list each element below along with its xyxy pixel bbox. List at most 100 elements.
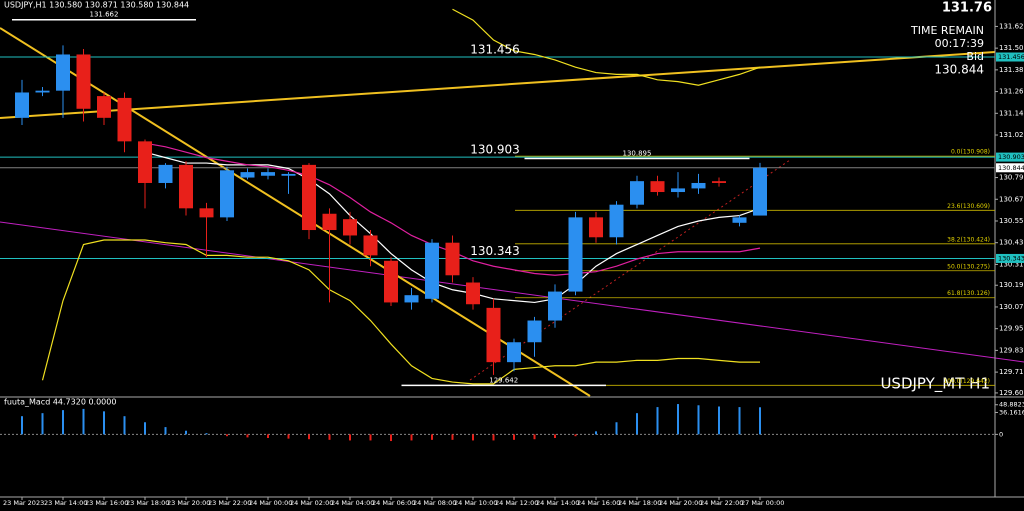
x-tick-label: 24 Mar 18:00: [618, 499, 661, 507]
candle-body: [179, 164, 193, 209]
candle-body: [445, 242, 460, 276]
y-tick-label: 131.265: [999, 88, 1024, 96]
candle-body: [363, 235, 378, 256]
fib-label: 38.2(130.424): [947, 236, 990, 243]
candle-body: [76, 54, 91, 109]
candle-body: [425, 242, 439, 299]
candle-body: [732, 217, 747, 223]
y-tick-label: 129.955: [999, 325, 1024, 333]
x-tick-label: 24 Mar 14:00: [536, 499, 579, 507]
macd-title: fuuta_Macd 44.7320 0.0000: [4, 398, 116, 407]
price-line-label: 131.456: [470, 43, 520, 57]
chart-title: USDJPY,H1 130.580 130.871 130.580 130.84…: [4, 1, 189, 10]
fib-label: 23.6(130.609): [947, 203, 990, 210]
candle-body: [384, 260, 398, 303]
x-tick-label: 24 Mar 22:00: [700, 499, 743, 507]
x-tick-label: 24 Mar 00:00: [249, 499, 292, 507]
price-box-label: 130.903: [998, 153, 1024, 161]
price-line-label: 130.343: [470, 244, 520, 258]
y-tick-label: 130.310: [999, 260, 1024, 268]
indicator-line: [41, 239, 760, 385]
time-remain: 00:17:39: [935, 37, 984, 50]
candle-body: [753, 167, 767, 216]
candle-body: [302, 164, 316, 231]
y-tick-label: 130.550: [999, 217, 1024, 225]
y-tick-label: 131.145: [999, 109, 1024, 117]
price-box-label: 130.343: [998, 254, 1024, 262]
candle-body: [343, 219, 357, 236]
candle-body: [138, 141, 152, 183]
y-tick-label: 130.430: [999, 239, 1024, 247]
x-tick-label: 24 Mar 06:00: [372, 499, 415, 507]
candle-body: [56, 54, 70, 91]
x-tick-label: 23 Mar 18:00: [126, 499, 169, 507]
macd-tick-label: 48.8823: [999, 401, 1024, 409]
price-box: [996, 253, 1024, 263]
candle-body: [589, 217, 603, 238]
candle-body: [630, 181, 644, 205]
y-tick-label: 129.600: [999, 389, 1024, 397]
y-tick-label: 130.790: [999, 174, 1024, 182]
candle-body: [261, 172, 275, 176]
high-price: 131.76: [942, 1, 992, 16]
y-tick-label: 131.505: [999, 44, 1024, 52]
y-tick-label: 131.385: [999, 66, 1024, 74]
price-box: [996, 152, 1024, 162]
candle-body: [404, 295, 419, 303]
x-tick-label: 23 Mar 16:00: [85, 499, 128, 507]
y-tick-label: 129.715: [999, 368, 1024, 376]
candle-body: [548, 291, 562, 321]
y-tick-label: 130.075: [999, 303, 1024, 311]
candle-body: [322, 213, 337, 231]
marked-level-label: 131.662: [90, 11, 119, 19]
macd-tick-label: 36.1616: [999, 408, 1024, 416]
candle-body: [281, 173, 296, 176]
bid-value: 130.844: [934, 63, 984, 77]
candle-body: [117, 97, 132, 142]
y-tick-label: 129.835: [999, 346, 1024, 354]
candle-body: [568, 217, 583, 292]
x-tick-label: 24 Mar 16:00: [577, 499, 620, 507]
x-tick-label: 27 Mar 00:00: [741, 499, 784, 507]
candle-body: [671, 188, 685, 193]
trendline: [0, 51, 996, 119]
y-tick-label: 130.670: [999, 195, 1024, 203]
marked-level-label: 130.895: [623, 150, 652, 158]
candle-body: [35, 90, 50, 93]
x-tick-label: 24 Mar 08:00: [413, 499, 456, 507]
candle-body: [220, 170, 234, 218]
price-box-label: 130.844: [998, 164, 1024, 172]
candle-body: [158, 164, 173, 183]
fib-label: 50.0(130.275): [947, 263, 990, 270]
candle-body: [240, 172, 255, 178]
time-label: TIME REMAIN: [910, 24, 984, 37]
candle-body: [609, 204, 624, 238]
candle-body: [15, 92, 29, 118]
price-box: [996, 52, 1024, 62]
x-tick-label: 23 Mar 2023: [3, 499, 44, 507]
price-box: [996, 163, 1024, 173]
y-tick-label: 131.025: [999, 131, 1024, 139]
x-tick-label: 24 Mar 12:00: [495, 499, 538, 507]
candle-body: [486, 307, 501, 363]
trendline: [0, 221, 1024, 363]
x-tick-label: 23 Mar 20:00: [167, 499, 210, 507]
x-tick-label: 24 Mar 10:00: [454, 499, 497, 507]
symbol-label: USDJPY_MT H1: [880, 375, 990, 394]
y-tick-label: 131.625: [999, 22, 1024, 30]
indicator-line: [452, 8, 761, 86]
x-tick-label: 23 Mar 22:00: [208, 499, 251, 507]
bid-label: Bid: [966, 50, 984, 63]
fib-label: 0.0(130.908): [951, 149, 990, 156]
fib-label: 61.8(130.126): [947, 290, 990, 297]
macd-tick-label: 0: [999, 430, 1003, 438]
fib-label: 100.0(129.642): [943, 378, 990, 385]
x-tick-label: 24 Mar 20:00: [659, 499, 702, 507]
candle-body: [466, 282, 480, 305]
price-box-label: 131.456: [998, 53, 1024, 61]
y-tick-label: 130.195: [999, 281, 1024, 289]
candle-body: [527, 320, 542, 343]
x-tick-label: 24 Mar 04:00: [331, 499, 374, 507]
